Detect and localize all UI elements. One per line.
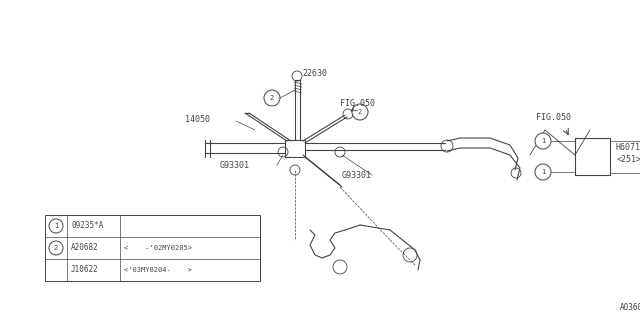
Text: 1: 1: [541, 169, 545, 175]
Text: 1: 1: [54, 223, 58, 229]
Text: FIG.050: FIG.050: [536, 114, 571, 123]
Text: <251>: <251>: [617, 156, 640, 164]
Text: A036001096: A036001096: [620, 303, 640, 313]
Text: 14050: 14050: [185, 116, 210, 124]
Text: 09235*A: 09235*A: [71, 221, 104, 230]
Text: 2: 2: [54, 245, 58, 251]
Text: <'03MY0204-    >: <'03MY0204- >: [124, 267, 192, 273]
Text: FIG.050: FIG.050: [340, 99, 375, 108]
Text: 2: 2: [358, 109, 362, 115]
Circle shape: [535, 133, 551, 149]
Text: <    -'02MY0205>: < -'02MY0205>: [124, 245, 192, 251]
Text: 1: 1: [541, 138, 545, 144]
Circle shape: [49, 241, 63, 255]
Circle shape: [49, 219, 63, 233]
Text: A20682: A20682: [71, 244, 99, 252]
Text: H607191: H607191: [615, 143, 640, 153]
Text: 22630: 22630: [302, 69, 327, 78]
Circle shape: [352, 104, 368, 120]
Circle shape: [535, 164, 551, 180]
Text: G93301: G93301: [342, 171, 372, 180]
Text: G93301: G93301: [220, 161, 250, 170]
Text: 2: 2: [270, 95, 274, 101]
Circle shape: [264, 90, 280, 106]
Bar: [45, 215, 260, 281]
Text: J10622: J10622: [71, 266, 99, 275]
